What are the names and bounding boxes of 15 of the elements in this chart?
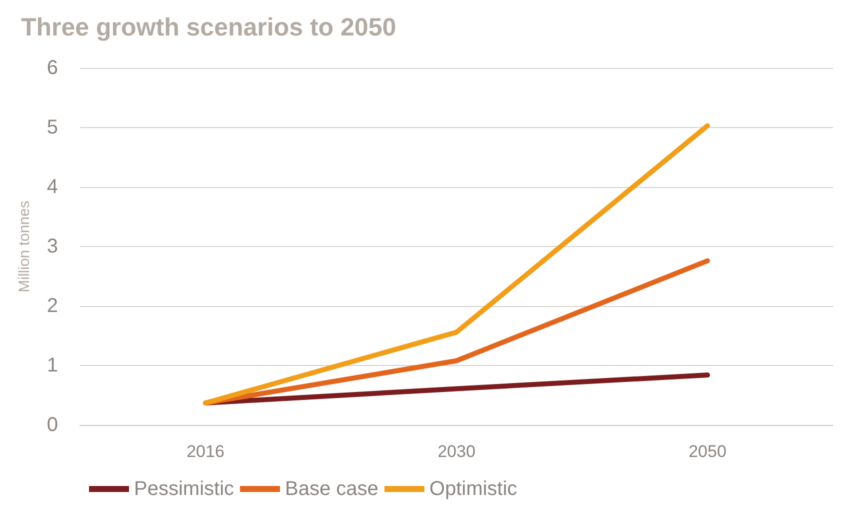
y-tick-label: 6 [46,57,58,79]
y-tick-label: 4 [46,176,58,198]
y-tick-label: 1 [46,354,58,376]
y-tick-label: 3 [46,236,58,258]
x-tick-label: 2030 [438,442,476,461]
legend-label: Pessimistic [134,478,234,500]
legend-label: Base case [285,478,378,500]
x-tick-label: 2050 [688,442,726,461]
chart-title: Three growth scenarios to 2050 [21,14,396,42]
y-tick-label: 5 [46,116,58,138]
y-tick-label: 2 [46,295,58,317]
x-tick-label: 2016 [186,442,224,461]
legend-label: Optimistic [429,478,518,500]
y-axis-title: Million tonnes [16,200,33,292]
y-tick-label: 0 [46,414,58,436]
